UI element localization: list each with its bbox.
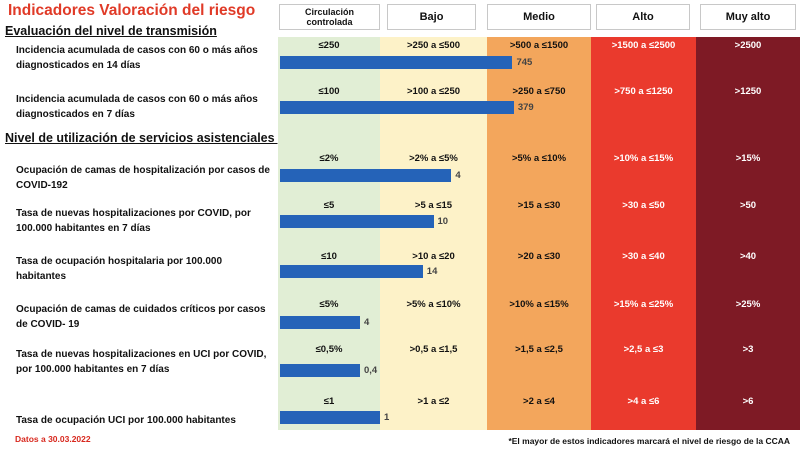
threshold-alto: >750 a ≤1250 [614, 86, 673, 97]
threshold-circulacion: ≤1 [323, 396, 335, 407]
threshold-medio: >15 a ≤30 [517, 200, 561, 211]
indicator-value: 0,4 [364, 365, 378, 376]
threshold-medio: >10% a ≤15% [509, 299, 569, 310]
indicator-bar [280, 364, 360, 377]
header-line: controlada [306, 17, 353, 27]
threshold-muy_alto: >6 [742, 396, 754, 407]
threshold-alto: >15% a ≤25% [613, 299, 674, 310]
threshold-bajo: >10 a ≤20 [412, 251, 455, 262]
threshold-muy_alto: >50 [739, 200, 757, 211]
band-alto [591, 37, 696, 430]
threshold-alto: >30 a ≤40 [622, 251, 665, 262]
threshold-alto: >10% a ≤15% [613, 153, 674, 164]
threshold-circulacion: ≤100 [318, 86, 340, 97]
indicator-value: 10 [437, 216, 449, 227]
indicator-label: Tasa de ocupación hospitalaria por 100.0… [16, 256, 223, 282]
threshold-alto: >4 a ≤6 [627, 396, 660, 407]
indicator-label: Ocupación de camas de cuidados críticos … [16, 304, 266, 330]
threshold-circulacion: ≤2% [319, 153, 339, 164]
indicator-value: 4 [364, 317, 370, 328]
indicator-bar [280, 215, 434, 228]
section-transmission: Evaluación del nivel de transmisión [5, 24, 217, 38]
threshold-muy_alto: >3 [742, 344, 754, 355]
threshold-circulacion: ≤5% [319, 299, 339, 310]
threshold-muy_alto: >40 [739, 251, 757, 262]
indicator-label: Ocupación de camas de hospitalización po… [16, 165, 270, 191]
header-line: Medio [523, 11, 555, 23]
header-alto: Alto [596, 4, 690, 30]
header-bajo: Bajo [387, 4, 476, 30]
band-muy_alto [696, 37, 800, 430]
threshold-bajo: >5 a ≤15 [414, 200, 453, 211]
threshold-medio: >1,5 a ≤2,5 [515, 344, 563, 355]
threshold-alto: >30 a ≤50 [622, 200, 665, 211]
threshold-muy_alto: >15% [735, 153, 761, 164]
indicator-label: Incidencia acumulada de casos con 60 o m… [16, 45, 258, 71]
header-line: Circulación [304, 7, 354, 17]
footnote: *El mayor de estos indicadores marcará e… [508, 436, 790, 446]
indicator-value: 745 [516, 57, 533, 68]
threshold-muy_alto: >25% [735, 299, 761, 310]
threshold-circulacion: ≤0,5% [315, 344, 343, 355]
header-line: Muy alto [725, 11, 771, 23]
header-line: Alto [632, 11, 654, 23]
header-line: Bajo [419, 11, 444, 23]
header-medio: Medio [487, 4, 591, 30]
threshold-circulacion: ≤10 [321, 251, 337, 262]
indicator-bar [280, 411, 380, 424]
threshold-circulacion: ≤250 [318, 40, 340, 51]
indicator-label: Tasa de nuevas hospitalizaciones por COV… [16, 208, 251, 234]
indicator-label: Incidencia acumulada de casos con 60 o m… [16, 94, 258, 120]
data-date: Datos a 30.03.2022 [15, 434, 91, 444]
threshold-medio: >5% a ≤10% [511, 153, 567, 164]
threshold-alto: >1500 a ≤2500 [611, 40, 676, 51]
threshold-bajo: >2% a ≤5% [409, 153, 458, 164]
indicator-value: 14 [426, 266, 438, 277]
indicator-bar [280, 316, 360, 329]
indicator-bar [280, 169, 452, 182]
section-healthcare: Nivel de utilización de servicios asiste… [5, 131, 365, 145]
header-muy_alto: Muy alto [700, 4, 796, 30]
indicator-value: 4 [455, 170, 461, 181]
indicator-bar [280, 101, 514, 114]
threshold-medio: >500 a ≤1500 [509, 40, 569, 51]
threshold-medio: >20 a ≤30 [517, 251, 561, 262]
indicator-bar [280, 265, 423, 278]
threshold-bajo: >250 a ≤500 [406, 40, 461, 51]
indicator-value: 1 [384, 412, 390, 423]
indicator-value: 379 [517, 102, 534, 113]
page-title: Indicadores Valoración del riesgo [8, 2, 256, 19]
threshold-muy_alto: >2500 [734, 40, 762, 51]
threshold-bajo: >1 a ≤2 [417, 396, 450, 407]
threshold-circulacion: ≤5 [323, 200, 335, 211]
threshold-muy_alto: >1250 [734, 86, 762, 97]
indicator-bar [280, 56, 513, 69]
threshold-bajo: >100 a ≤250 [406, 86, 461, 97]
indicator-label: Tasa de ocupación UCI por 100.000 habita… [16, 415, 236, 426]
threshold-medio: >250 a ≤750 [512, 86, 566, 97]
threshold-bajo: >0,5 a ≤1,5 [409, 344, 458, 355]
header-circulacion: Circulación controlada [279, 4, 380, 30]
indicator-label: Tasa de nuevas hospitalizaciones en UCI … [16, 349, 267, 375]
threshold-bajo: >5% a ≤10% [406, 299, 461, 310]
threshold-alto: >2,5 a ≤3 [623, 344, 664, 355]
threshold-medio: >2 a ≤4 [523, 396, 555, 407]
